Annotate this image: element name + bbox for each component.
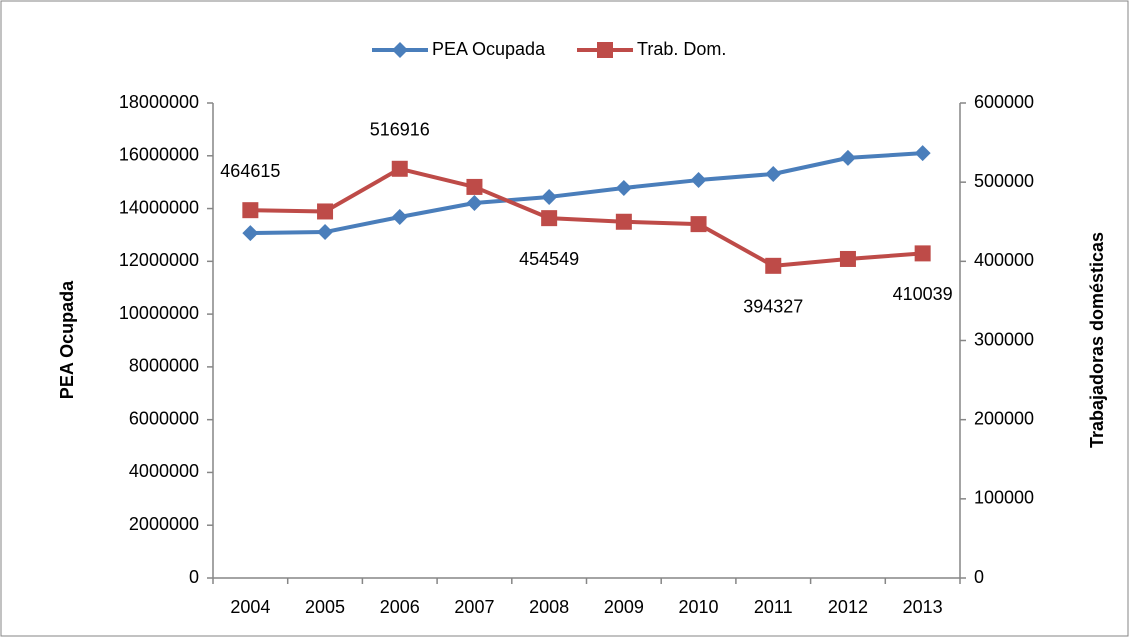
series-line bbox=[250, 151, 923, 236]
x-tick-label: 2006 bbox=[380, 597, 420, 617]
x-tick-label: 2009 bbox=[604, 597, 644, 617]
y-tick-label: 18000000 bbox=[119, 92, 199, 112]
point bbox=[541, 188, 558, 205]
data-label: 516916 bbox=[370, 120, 430, 140]
point bbox=[391, 160, 408, 177]
y-tick-label: 8000000 bbox=[129, 356, 199, 376]
x-tick-label: 2008 bbox=[529, 597, 569, 617]
x-tick-label: 2005 bbox=[305, 597, 345, 617]
y2-tick-label: 100000 bbox=[974, 488, 1034, 508]
x-tick-label: 2004 bbox=[230, 597, 270, 617]
point bbox=[615, 213, 632, 230]
x-tick-label: 2007 bbox=[454, 597, 494, 617]
y-tick-label: 6000000 bbox=[129, 408, 199, 428]
point bbox=[541, 210, 558, 227]
x-tick-label: 2013 bbox=[903, 597, 943, 617]
point bbox=[317, 203, 334, 220]
point bbox=[242, 225, 259, 242]
point bbox=[765, 257, 782, 274]
y2-axis-title: Trabajadoras domésticas bbox=[1087, 232, 1107, 448]
point bbox=[914, 145, 931, 162]
y-axis-title: PEA Ocupada bbox=[57, 280, 77, 399]
point bbox=[392, 42, 408, 58]
point bbox=[391, 209, 408, 225]
y-tick-label: 14000000 bbox=[119, 197, 199, 217]
point bbox=[914, 245, 931, 262]
data-label: 454549 bbox=[519, 249, 579, 269]
data-label: 410039 bbox=[893, 284, 953, 304]
point bbox=[242, 202, 259, 219]
y2-tick-label: 400000 bbox=[974, 250, 1034, 270]
x-tick-label: 2011 bbox=[754, 597, 793, 617]
y-tick-label: 16000000 bbox=[119, 145, 199, 165]
y-tick-label: 2000000 bbox=[129, 514, 199, 534]
point bbox=[839, 149, 856, 166]
point bbox=[597, 42, 613, 58]
y-tick-label: 4000000 bbox=[129, 461, 199, 481]
y2-tick-label: 300000 bbox=[974, 329, 1034, 349]
y2-tick-label: 500000 bbox=[974, 171, 1034, 191]
y-tick-label: 12000000 bbox=[119, 250, 199, 270]
point bbox=[690, 172, 707, 189]
x-tick-label: 2010 bbox=[679, 597, 719, 617]
y2-tick-label: 200000 bbox=[974, 408, 1034, 428]
point bbox=[466, 178, 483, 195]
y-tick-label: 0 bbox=[189, 567, 199, 587]
point bbox=[839, 250, 856, 267]
data-label: 394327 bbox=[743, 297, 803, 317]
point bbox=[466, 195, 483, 212]
point bbox=[615, 179, 632, 196]
point bbox=[690, 216, 707, 233]
x-tick-label: 2012 bbox=[828, 597, 868, 617]
y2-tick-label: 0 bbox=[974, 567, 984, 587]
y2-tick-label: 600000 bbox=[974, 92, 1034, 112]
data-label: 464615 bbox=[220, 161, 280, 181]
point bbox=[765, 165, 782, 182]
y-tick-label: 10000000 bbox=[119, 303, 199, 323]
legend-label: Trab. Dom. bbox=[637, 39, 726, 59]
legend-label: PEA Ocupada bbox=[432, 39, 546, 59]
series-line bbox=[250, 166, 923, 268]
point bbox=[317, 224, 334, 241]
